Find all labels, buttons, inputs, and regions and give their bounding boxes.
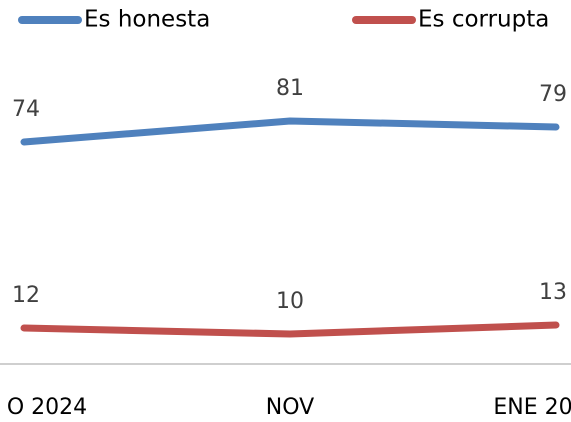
x-tick-label: ENE 20 bbox=[493, 395, 571, 420]
data-label: 74 bbox=[12, 97, 40, 122]
legend-label: Es corrupta bbox=[418, 7, 549, 33]
x-tick-label: NOV bbox=[266, 395, 314, 420]
x-tick-label: O 2024 bbox=[7, 395, 87, 420]
series-line bbox=[20, 117, 560, 146]
data-label: 79 bbox=[539, 82, 567, 107]
legend-label: Es honesta bbox=[84, 7, 210, 33]
data-label: 81 bbox=[276, 76, 304, 101]
data-label: 10 bbox=[276, 289, 304, 314]
data-label: 12 bbox=[12, 283, 40, 308]
data-label: 13 bbox=[539, 280, 567, 305]
series-line bbox=[20, 321, 560, 338]
